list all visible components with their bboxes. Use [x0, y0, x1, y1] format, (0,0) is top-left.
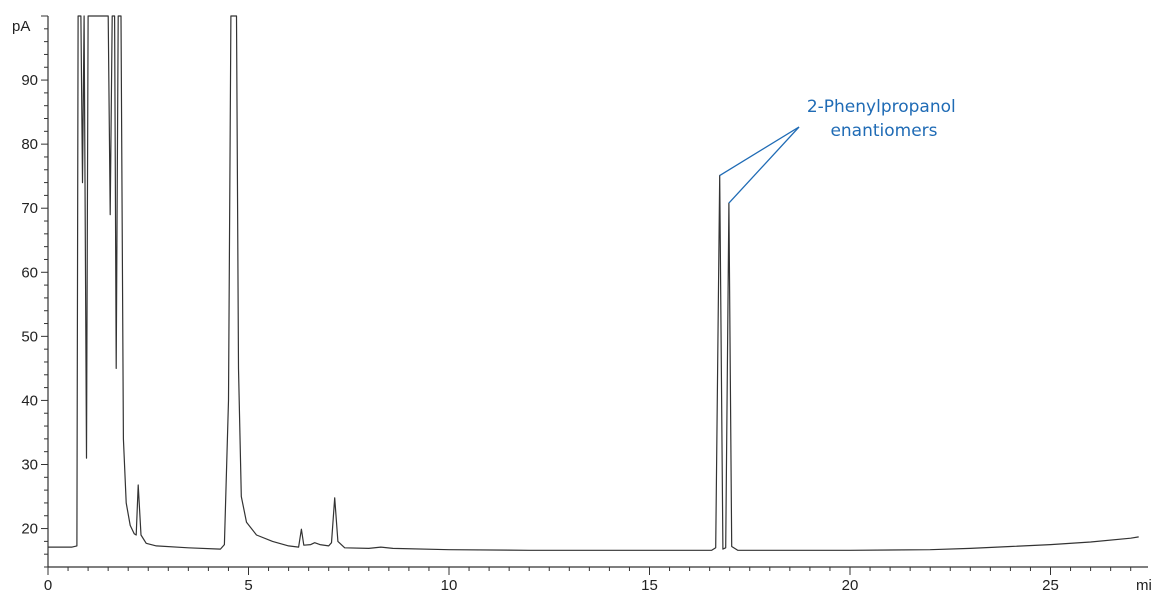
- x-tick-label: 25: [1042, 577, 1059, 594]
- peak-annotation: 2-Phenylpropanol enantiomers: [719, 97, 961, 204]
- annotation-text: 2-Phenylpropanol enantiomers: [807, 97, 961, 141]
- annotation-leader-line: [728, 126, 800, 204]
- y-axis-unit-label: pA: [12, 18, 30, 35]
- y-tick-label: 60: [21, 264, 38, 281]
- axes: 20 30 40 50 60 70 80 90 0 5 10 15 20 25 pA min: [12, 15, 1152, 594]
- annotation-leader-line: [719, 126, 800, 177]
- annotation-line-1: 2-Phenylpropanol: [807, 97, 956, 117]
- y-tick-label: 30: [21, 456, 38, 473]
- y-tick-label: 90: [21, 72, 38, 89]
- y-tick-label: 80: [21, 136, 38, 153]
- x-tick-label: 15: [641, 577, 658, 594]
- x-tick-label: 5: [244, 577, 252, 594]
- x-tick-label: 0: [44, 577, 52, 594]
- y-tick-label: 70: [21, 200, 38, 217]
- x-tick-label: 10: [441, 577, 458, 594]
- y-tick-label: 20: [21, 521, 38, 538]
- annotation-line-2: enantiomers: [830, 121, 937, 141]
- y-tick-label: 40: [21, 392, 38, 409]
- x-ticks: 0 5 10 15 20 25: [44, 567, 1132, 594]
- x-axis-unit-label: min: [1136, 577, 1152, 594]
- y-ticks: 20 30 40 50 60 70 80 90: [21, 15, 48, 568]
- annotation-leader-lines: [719, 126, 800, 204]
- y-tick-label: 50: [21, 328, 38, 345]
- x-tick-label: 20: [842, 577, 859, 594]
- plot-area: [48, 15, 1139, 551]
- chromatogram-trace: [48, 15, 1139, 551]
